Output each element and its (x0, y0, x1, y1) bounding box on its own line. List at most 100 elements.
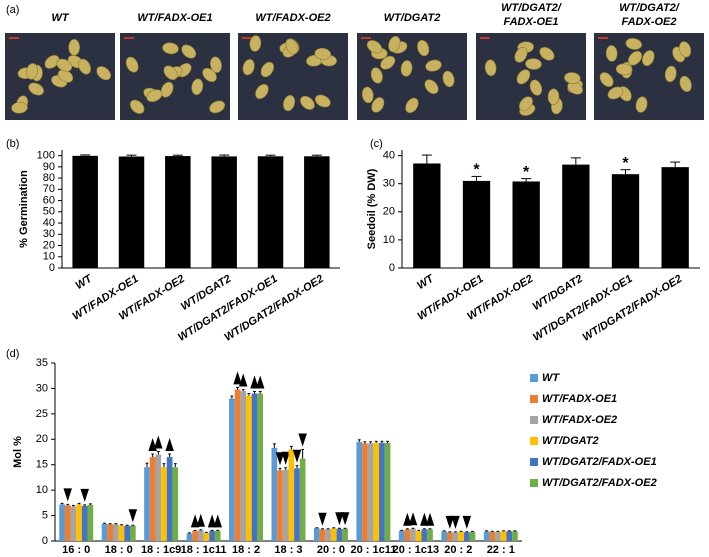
x-tick-label: 18 : 1c11 (181, 544, 227, 556)
seed (44, 54, 60, 69)
y-tick-label: 50 (43, 206, 55, 218)
seed (28, 82, 44, 96)
bar (462, 180, 491, 268)
change-arrow (196, 513, 206, 527)
error-bar (205, 531, 208, 533)
seed (525, 58, 542, 70)
seed (125, 56, 139, 73)
bar (373, 442, 380, 541)
seed (210, 56, 222, 73)
seed (255, 83, 269, 100)
error-bar (311, 154, 322, 157)
error-bar (301, 448, 305, 459)
seed (146, 89, 163, 103)
seed (484, 59, 497, 77)
y-tick-label: 30 (43, 228, 55, 240)
bar (118, 525, 125, 541)
x-tick-label: WT (415, 272, 437, 292)
scale-bar (242, 37, 252, 39)
y-tick-label: 10 (43, 251, 55, 263)
y-tick-label: 10 (383, 234, 395, 246)
y-tick-label: 70 (43, 183, 55, 195)
scale-bar (480, 37, 490, 39)
seed (129, 99, 145, 114)
bar (415, 530, 422, 541)
bar (362, 443, 368, 541)
error-bar (338, 527, 341, 529)
error-bar (471, 175, 482, 181)
bar (398, 530, 405, 541)
error-bar (284, 467, 288, 470)
change-arrow (425, 512, 435, 526)
bar (304, 156, 330, 268)
bar (186, 533, 193, 541)
bar (149, 457, 156, 541)
error-bar (80, 154, 91, 156)
bar (410, 528, 416, 541)
error-bar (272, 443, 276, 448)
seed (366, 40, 383, 54)
legend-swatch (530, 395, 538, 403)
error-bar (199, 529, 203, 531)
error-bar (315, 527, 319, 529)
error-bar (521, 178, 532, 182)
legend-swatch (530, 479, 538, 487)
significance-mark: * (523, 164, 530, 181)
legend-label: WT/DGAT2/FADX-OE1 (542, 456, 657, 468)
error-bar (168, 453, 172, 458)
bar (192, 530, 198, 541)
photo-label: WT/FADX-OE2 (255, 12, 330, 24)
seed (260, 61, 275, 78)
bar (489, 531, 496, 541)
error-bar (448, 531, 452, 533)
error-bar (496, 530, 500, 532)
bar (229, 398, 235, 541)
seed (516, 69, 531, 85)
y-tick-label: 35 (36, 357, 48, 369)
significance-mark: * (622, 155, 629, 172)
bar (506, 531, 513, 541)
seed (160, 81, 174, 98)
seed (615, 63, 633, 76)
error-bar (507, 530, 511, 532)
error-bar (374, 440, 378, 443)
seed (249, 35, 262, 52)
photo-label: FADX-OE1 (503, 16, 558, 28)
y-tick-label: 60 (43, 194, 55, 206)
error-bar (126, 154, 137, 157)
x-tick-label: 18 : 3 (274, 544, 302, 556)
bar (101, 523, 108, 541)
seed (209, 100, 226, 114)
error-bar (71, 504, 75, 507)
x-tick-label: 18 : 0 (105, 544, 133, 556)
change-arrow (318, 512, 327, 526)
change-arrow (128, 509, 138, 523)
seed (57, 69, 74, 83)
error-bar (422, 528, 426, 530)
bar (76, 504, 82, 541)
error-bar (321, 528, 324, 530)
error-bar (332, 527, 336, 529)
bar (166, 457, 173, 541)
error-bar (502, 530, 506, 532)
bar (107, 524, 114, 541)
panel-label: (d) (6, 348, 19, 360)
error-bar (265, 154, 276, 157)
bar (257, 393, 264, 541)
bar (427, 529, 433, 541)
seed (405, 97, 419, 114)
bar (661, 167, 689, 268)
bar (330, 528, 337, 541)
error-bar (428, 528, 432, 530)
legend-label: WT/DGAT2/FADX-OE2 (542, 477, 657, 489)
seed (642, 50, 655, 67)
error-bar (241, 388, 245, 391)
error-bar (236, 386, 239, 390)
bar (458, 531, 464, 541)
bar (155, 454, 162, 541)
bar (124, 525, 131, 541)
x-tick-label: 20 : 2 (444, 544, 472, 556)
bar (413, 163, 441, 268)
bar (251, 393, 258, 541)
